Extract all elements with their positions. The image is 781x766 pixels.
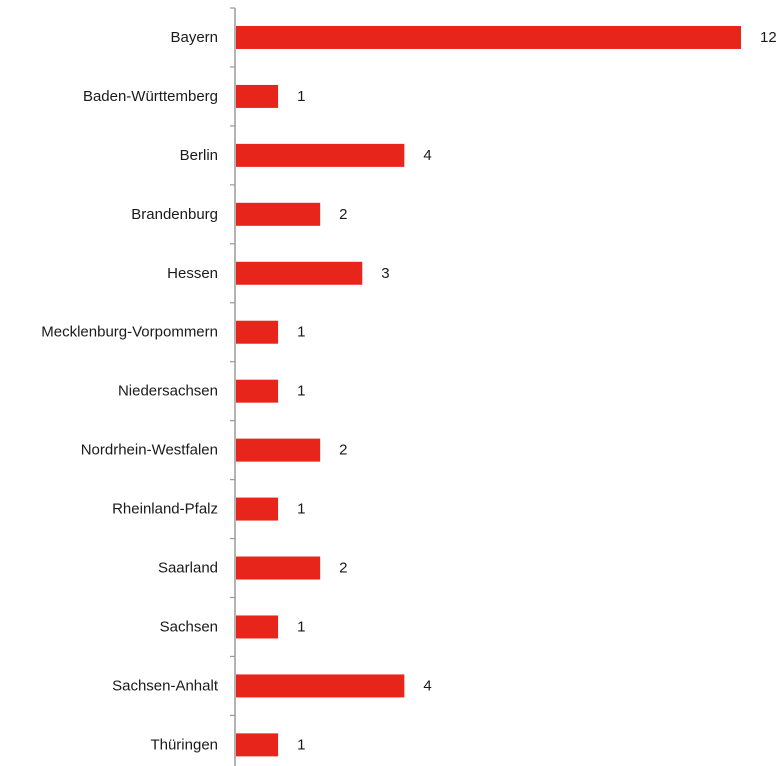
data-label: 1: [297, 618, 305, 635]
category-label: Niedersachsen: [118, 383, 218, 400]
data-label: 1: [297, 88, 305, 105]
category-label: Rheinland-Pfalz: [112, 501, 218, 518]
category-label: Thüringen: [150, 736, 218, 753]
data-label: 12: [760, 29, 777, 46]
bar: [236, 379, 279, 403]
data-label: 3: [381, 265, 389, 282]
bar: [236, 261, 363, 285]
bar: [236, 25, 741, 49]
category-label: Mecklenburg-Vorpommern: [41, 324, 218, 341]
bar: [236, 733, 279, 757]
data-label: 4: [423, 147, 431, 164]
category-label: Bayern: [170, 29, 218, 46]
data-label: 2: [339, 442, 347, 459]
axis-ticks-group: [230, 7, 235, 717]
category-label: Sachsen: [160, 618, 218, 635]
data-label: 1: [297, 383, 305, 400]
bar: [236, 84, 279, 108]
data-label: 1: [297, 501, 305, 518]
category-label: Sachsen-Anhalt: [112, 677, 219, 694]
data-label: 1: [297, 324, 305, 341]
data-label: 1: [297, 736, 305, 753]
bar: [236, 497, 279, 521]
bar: [236, 202, 321, 226]
bar: [236, 143, 405, 167]
data-label: 2: [339, 560, 347, 577]
category-label: Saarland: [158, 560, 218, 577]
category-label: Berlin: [180, 147, 218, 164]
category-label: Nordrhein-Westfalen: [81, 442, 218, 459]
category-label: Hessen: [167, 265, 218, 282]
bar: [236, 556, 321, 580]
data-label: 4: [423, 677, 431, 694]
bar: [236, 320, 279, 344]
bar: [236, 674, 405, 698]
bar: [236, 438, 321, 462]
bar: [236, 615, 279, 639]
data-label: 2: [339, 206, 347, 223]
category-label: Brandenburg: [131, 206, 218, 223]
category-label: Baden-Württemberg: [83, 88, 218, 105]
